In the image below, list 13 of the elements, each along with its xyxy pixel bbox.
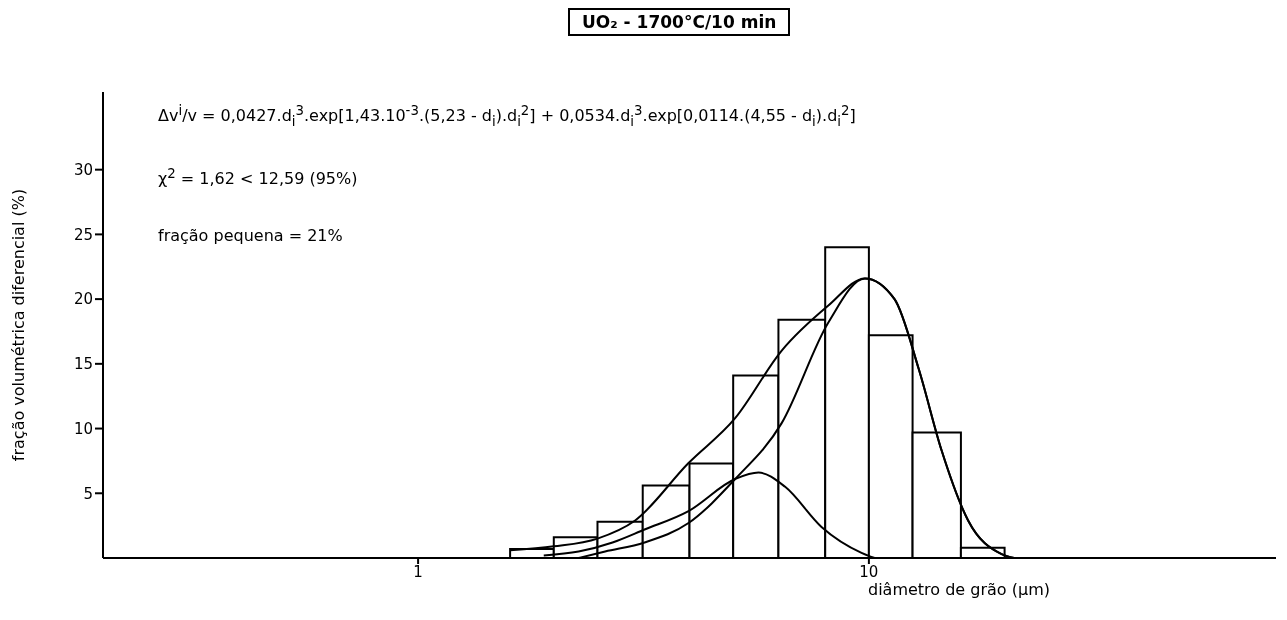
x-axis-title: diâmetro de grão (µm) (868, 580, 1050, 599)
y-tick-label: 20 (73, 290, 93, 309)
x-tick-label: 1 (413, 562, 423, 581)
y-tick-label: 5 (83, 484, 93, 503)
text: Δv$^{i}$/v = 0,0427.d$_{i}$$^{3}$.exp[1,43.10$^{-3}$.(5,23 - d$_{i}$).d$_{i}$$^{2}$] + 0,0534.d$_{i}$$^{3}$.exp[0,0114.(4,55 - d$_{i}$).d$_{i}$$^{2}$] (158, 103, 856, 129)
y-tick-label: 30 (73, 160, 93, 179)
y-tick-label: 25 (73, 225, 93, 244)
y-axis-title: fração volumétrica diferencial (%) (8, 188, 28, 462)
annotation: fração pequena = 21% (158, 226, 343, 245)
annotation: χ$^{2}$ = 1,62 < 12,59 (95%) (158, 166, 358, 189)
y-tick-label: 10 (73, 419, 93, 438)
y-tick-label: 15 (73, 355, 93, 374)
chart-title: UO₂ - 1700°C/10 min (568, 8, 791, 36)
